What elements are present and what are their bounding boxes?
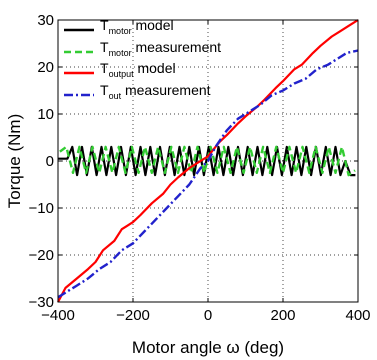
x-tick-label: 400 bbox=[345, 307, 370, 324]
series-line-0 bbox=[58, 145, 356, 177]
series-line-1 bbox=[59, 145, 356, 177]
x-tick-label: 200 bbox=[270, 307, 295, 324]
y-tick-label: −10 bbox=[29, 200, 54, 217]
x-tick-label: −200 bbox=[116, 307, 150, 324]
legend-entry-2: Toutput model bbox=[100, 60, 176, 79]
y-tick-label: 0 bbox=[46, 153, 54, 170]
legend-entry-3: Tout measurement bbox=[100, 82, 211, 101]
series-line-2 bbox=[57, 19, 359, 303]
series-layer bbox=[57, 19, 359, 303]
y-tick-label: −20 bbox=[29, 247, 54, 264]
tick-layer: −400 −200 0 200 400 −30 −20 −10 0 10 20 30 bbox=[29, 12, 371, 324]
y-tick-label: 30 bbox=[37, 12, 54, 29]
x-axis-label: Motor angle ω (deg) bbox=[132, 338, 284, 357]
x-tick-label: −400 bbox=[41, 307, 75, 324]
legend-entry-1: Tmotor measurement bbox=[100, 39, 221, 58]
legend-entry-0: Tmotor model bbox=[100, 17, 174, 36]
y-tick-label: 20 bbox=[37, 59, 54, 76]
legend: Tmotor model Tmotor measurement Toutput mo… bbox=[64, 17, 221, 101]
x-tick-label: 0 bbox=[204, 307, 212, 324]
series-line-3 bbox=[57, 49, 359, 299]
y-tick-label: −30 bbox=[29, 294, 54, 311]
y-tick-label: 10 bbox=[37, 106, 54, 123]
y-axis-label: Torque (Nm) bbox=[5, 114, 24, 208]
